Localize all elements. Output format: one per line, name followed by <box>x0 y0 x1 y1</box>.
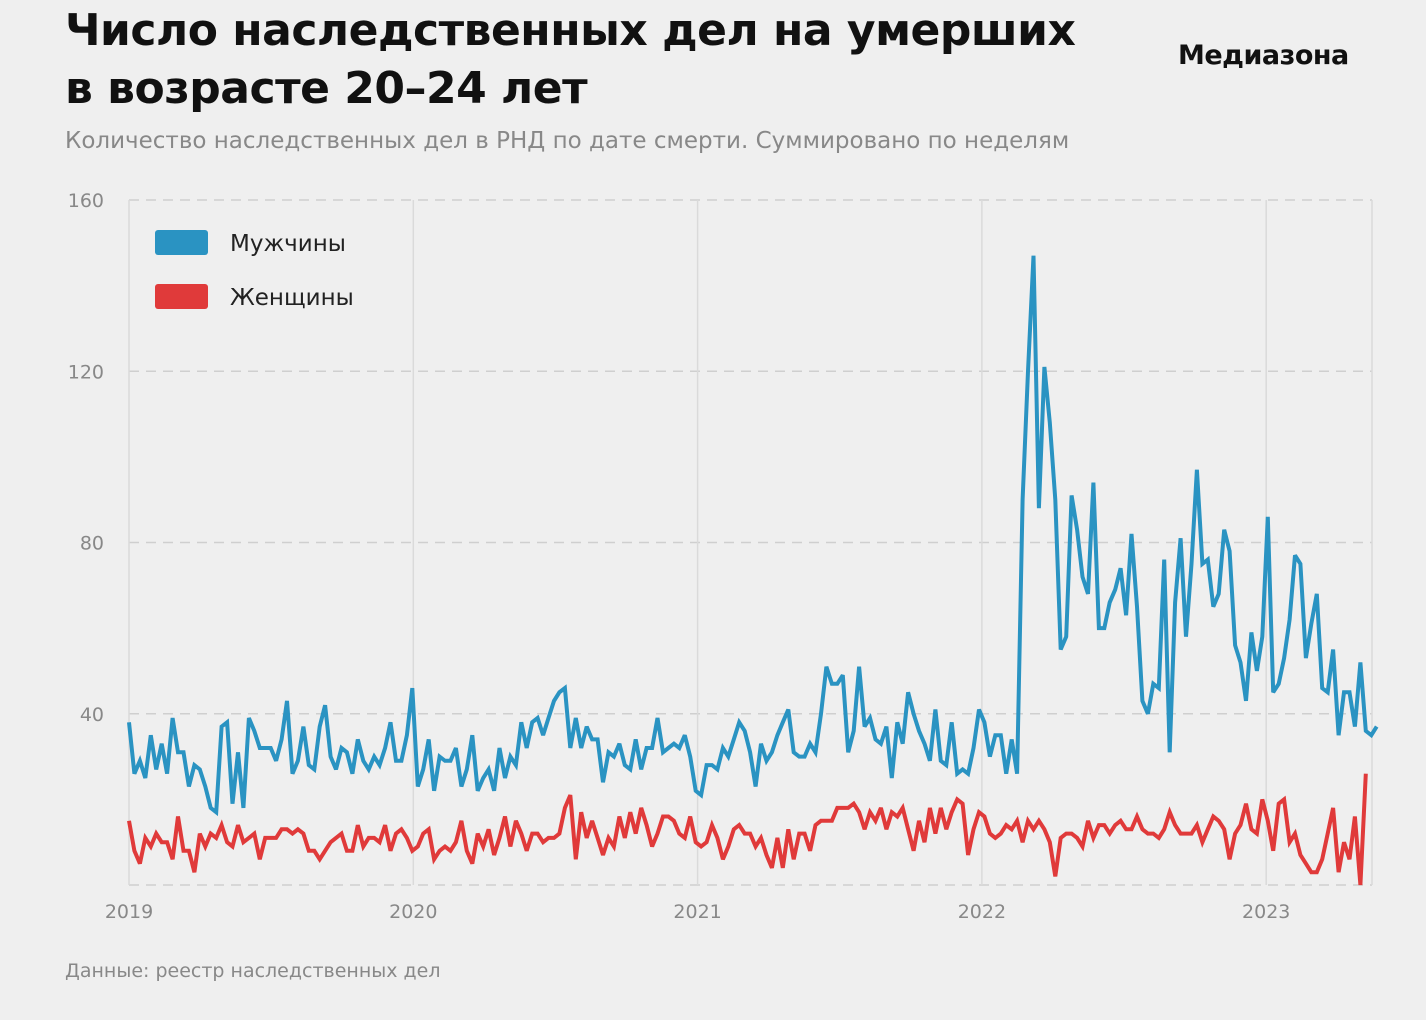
x-tick-label: 2022 <box>958 901 1006 923</box>
axes: 40 80 120 160 2019 2020 2021 2022 2023 <box>68 190 1291 923</box>
grid <box>128 199 1373 886</box>
y-tick-label: 80 <box>80 533 104 555</box>
brand-logo: Медиазона <box>1178 40 1349 71</box>
chart-subtitle: Количество наследственных дел в РНД по д… <box>65 128 1070 154</box>
x-tick-label: 2023 <box>1242 901 1290 923</box>
x-tick-label: 2020 <box>389 901 437 923</box>
x-tick-label: 2021 <box>673 901 721 923</box>
title-line-2: в возрасте 20–24 лет <box>65 63 588 114</box>
title-line-1: Число наследственных дел на умерших <box>65 5 1076 56</box>
legend-label-women: Женщины <box>230 285 354 311</box>
y-tick-label: 120 <box>68 361 104 383</box>
y-tick-label: 160 <box>68 190 104 212</box>
chart-title: Число наследственных дел на умерших в воз… <box>65 2 1076 118</box>
legend-swatch-men <box>155 230 208 255</box>
y-tick-label: 40 <box>80 704 104 726</box>
legend-swatch-women <box>155 284 208 309</box>
series-line-men <box>127 255 1379 817</box>
legend-label-men: Мужчины <box>230 231 346 257</box>
legend: Мужчины Женщины <box>155 230 354 311</box>
series-line-women <box>127 773 1368 886</box>
series-lines <box>127 255 1379 886</box>
x-tick-label: 2019 <box>105 901 153 923</box>
source-note: Данные: реестр наследственных дел <box>65 960 441 982</box>
